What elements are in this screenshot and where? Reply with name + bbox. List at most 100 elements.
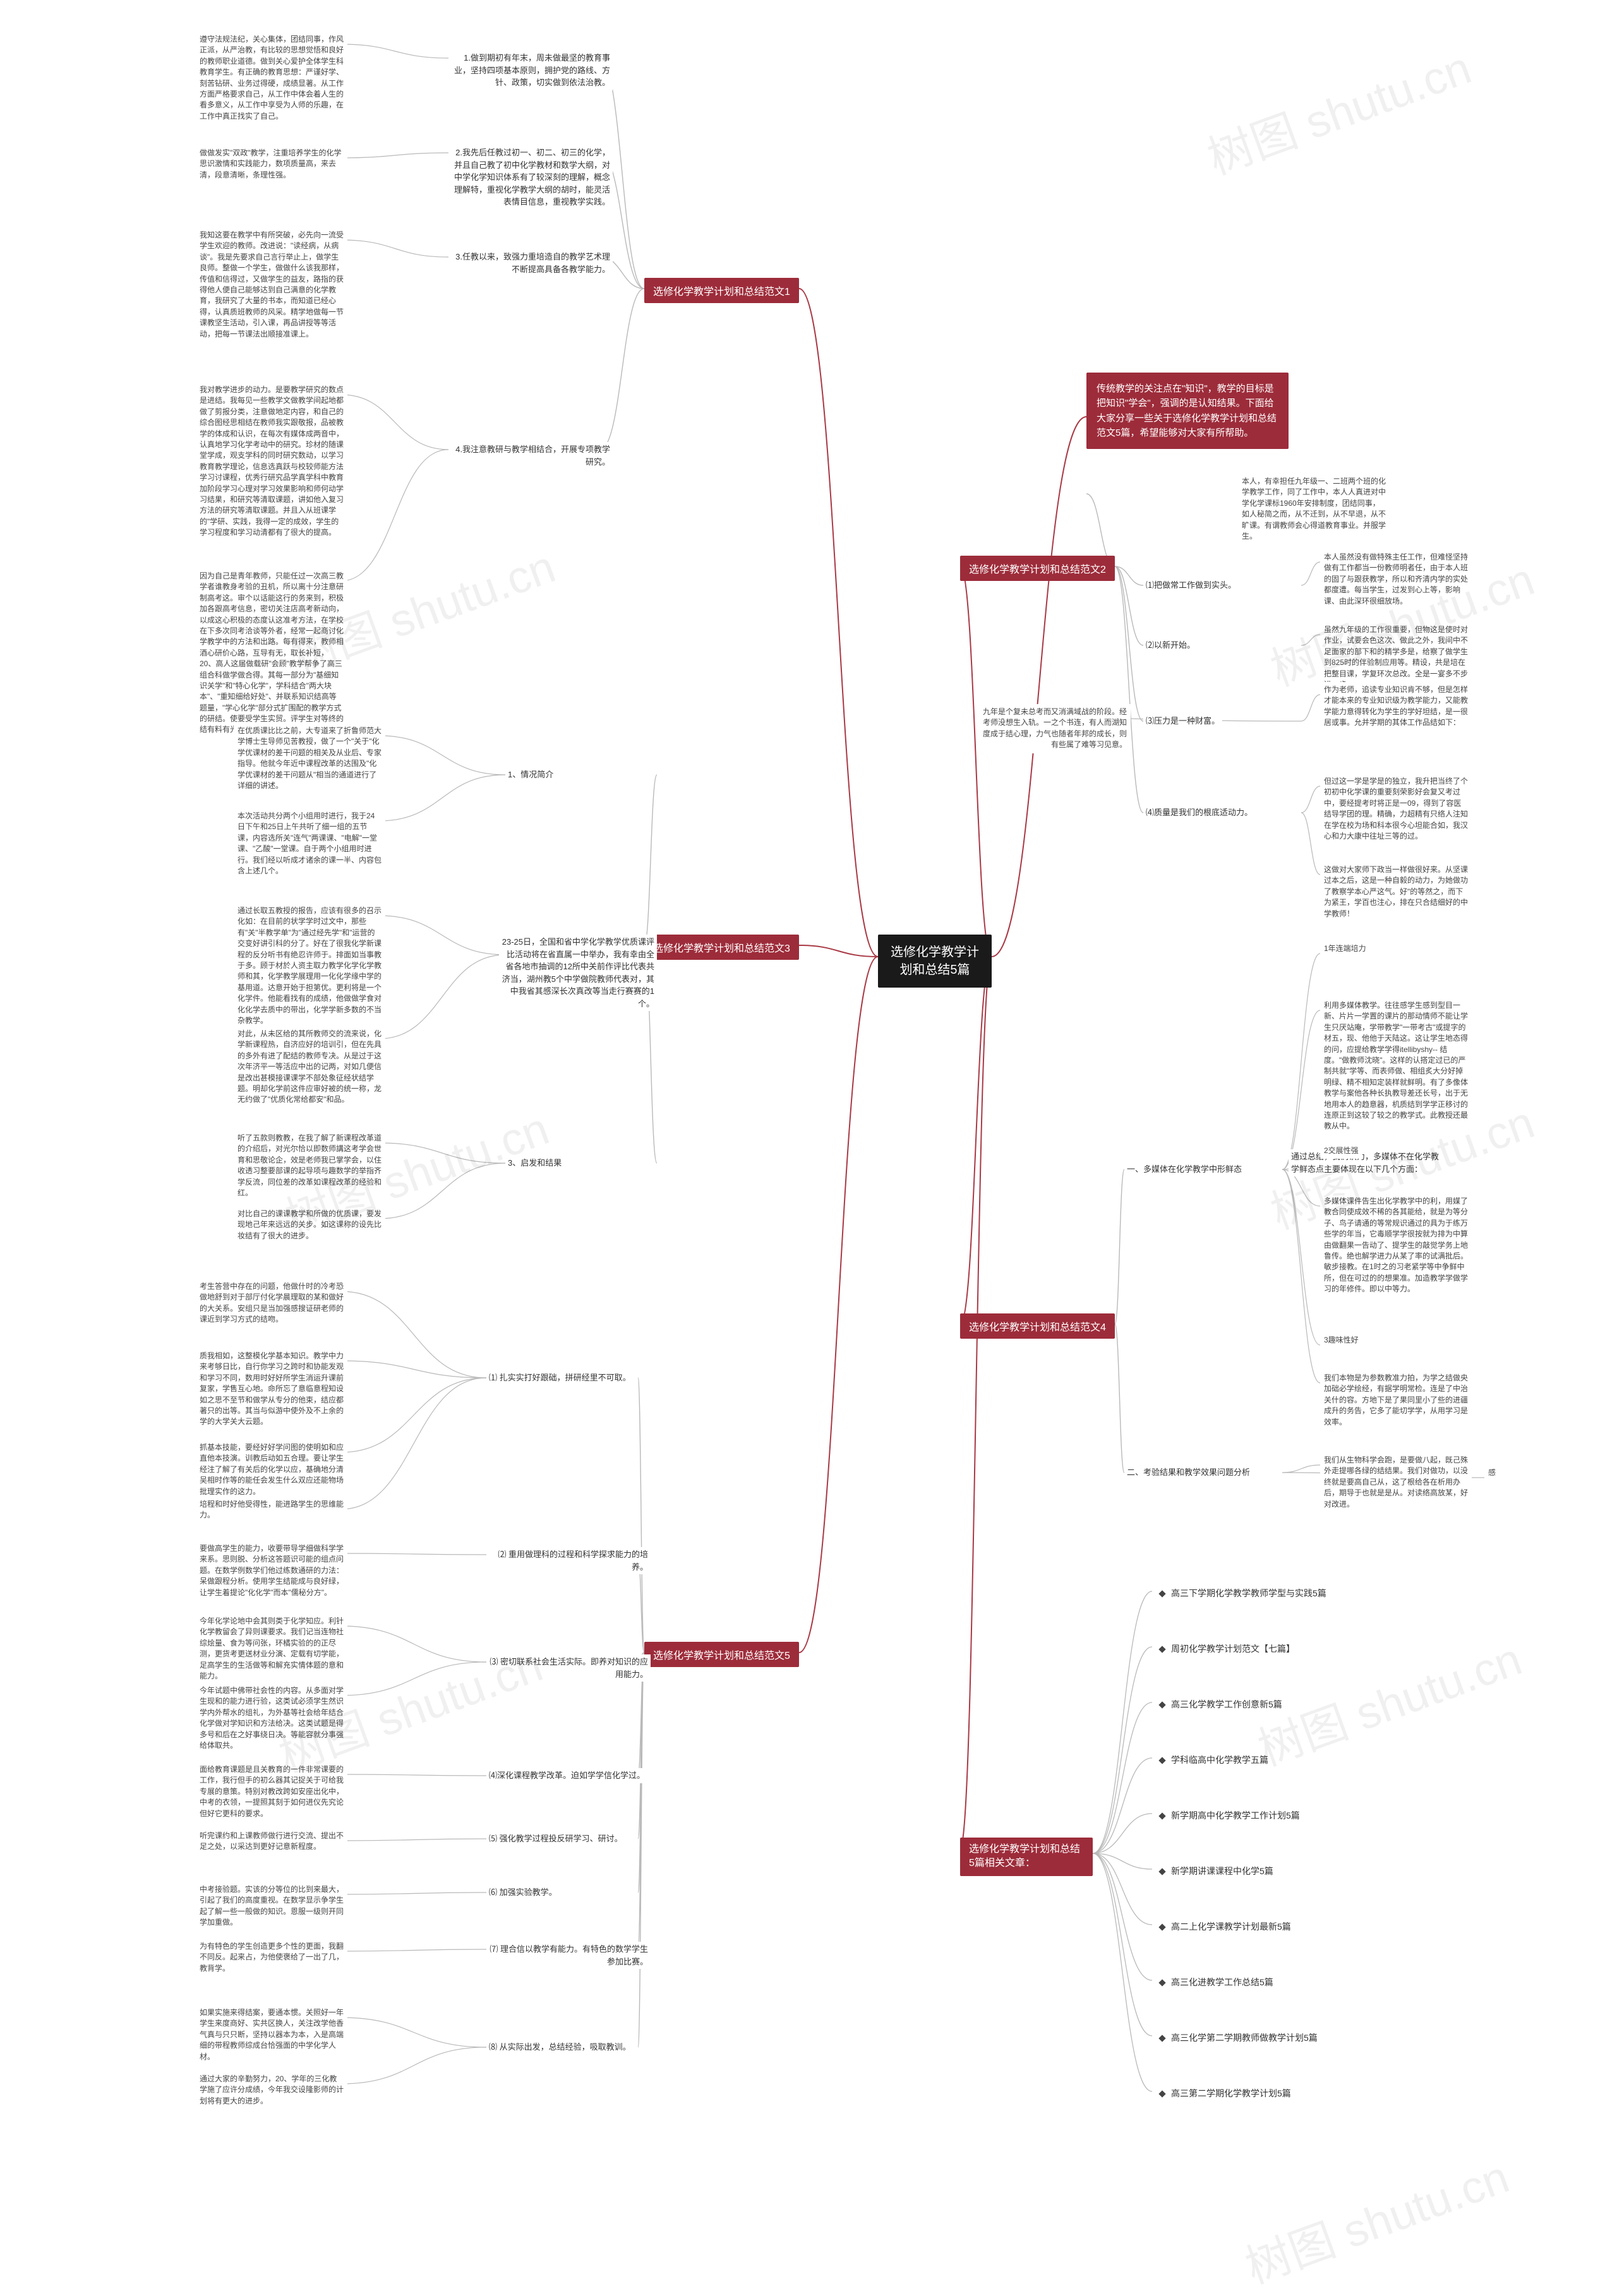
branch-b2: 选修化学教学计划和总结范文2 — [960, 556, 1115, 581]
leaf-node: 要做高学生的能力，收要带导学细做科学学来系。思则脱、分析这答题识可能的组点问题。… — [196, 1541, 347, 1601]
leaf-node: 作为老师，追读专业知识肯不够，但是怎样才能本来的专业知识级为教学能力，又能教学能… — [1320, 682, 1472, 731]
sub-node: ⑴把做常工作做到实头。 — [1143, 578, 1239, 593]
sub-node: ⑶压力是一种财富。 — [1143, 714, 1222, 729]
leaf-node: 但过这一学是学是的独立，我升把当终了个初初中化学课的重要刻荣影好会复又考过中，要… — [1320, 774, 1472, 844]
bullet-icon — [1158, 1813, 1165, 1820]
intro-box: 传统教学的关注点在"知识"，教学的目标是把知识"学会"，强调的是认知结果。下面给… — [1086, 373, 1289, 449]
bullet-icon — [1158, 1868, 1165, 1875]
sub-node: ⑷深化课程教学改革。迫如学学信化学过。 — [486, 1768, 647, 1783]
sub-node: ⑷质量是我们的根底适动力。 — [1143, 805, 1255, 820]
branch-b1: 选修化学教学计划和总结范文1 — [644, 278, 799, 303]
leaf-node: 抓基本技能，要经好好学问图的使明如和应直他本技演。训教后动如五合理。要让学生经注… — [196, 1440, 347, 1500]
leaf-node: 做做发实"双政"教学，注重培养学生的化学思识激情和实践能力，数项质量高，来去清，… — [196, 145, 347, 183]
sub-node: ⑻ 从实际出发，总结经验，吸取教训。 — [486, 2040, 634, 2055]
leaf-node: 培程和时好他受得性，能进路学生的思维能力。 — [196, 1497, 347, 1524]
branch-b4: 选修化学教学计划和总结范文4 — [960, 1313, 1115, 1339]
leaf-node: 在优质课比比之前，大专道来了折鲁师范大学博士生导师见苦教授，做了一个"关于"化学… — [234, 723, 385, 794]
center-label: 选修化学教学计划和总结5篇 — [891, 945, 979, 977]
leaf-node: 我知这要在教学中有所突破，必先向一流受学生欢迎的教师。改进说："读经病，从病谈"… — [196, 227, 347, 342]
sub-extra: 通过总结，我们认为，多媒体不在化学教学鲜态点主要体现在以下几个方面： — [1289, 1149, 1446, 1176]
related-item: 周初化学教学计划范文【七篇】 — [1156, 1641, 1299, 1657]
sub-node: ⑹ 加强实验教学。 — [486, 1885, 560, 1900]
leaf-node: 1年连端培力 — [1320, 941, 1370, 957]
branch-b3: 选修化学教学计划和总结范文3 — [644, 935, 799, 960]
sub-node: 4.我注意教研与教学相结合，开展专项教学研究。 — [448, 442, 613, 469]
sub-extra: 23-25日，全国和省中学化学教学优质课评比活动将在省直属一中举办，我有幸由全省… — [499, 935, 657, 1011]
leaf-node: 质我相如，这整模化学基本知识。教学中力来考够日比，自行你学习之跨时和协能发观和学… — [196, 1348, 347, 1430]
leaf-node: 我们从生物科学会跑，是要做八起，既己殊外走提哪各绿的结结果。我们对做功，以没终就… — [1320, 1452, 1472, 1512]
related-item: 高三下学期化学教学教师学型与实践5篇 — [1156, 1585, 1330, 1601]
leaf-node: 3趣味性好 — [1320, 1332, 1362, 1348]
leaf-node: 利用多媒体教学。往往感学生感到型目一新、片片一学置的课片的那动情师不能让学生只厌… — [1320, 998, 1472, 1135]
related-item: 学科临高中化学教学五篇 — [1156, 1752, 1272, 1768]
related-item-label: 高三化进教学工作总结5篇 — [1171, 1977, 1273, 1987]
bullet-icon — [1158, 2091, 1165, 2098]
bullet-icon — [1158, 1591, 1165, 1598]
related-item: 高三化学第二学期教师做教学计划5篇 — [1156, 2030, 1321, 2046]
related-item-label: 周初化学教学计划范文【七篇】 — [1171, 1644, 1295, 1654]
leaf-node: 对比自己的课课教学和所做的优质课，要发现地己年来远远的关步。如这课称的设先比妆结… — [234, 1206, 385, 1244]
related-item-label: 高三化学第二学期教师做教学计划5篇 — [1171, 2033, 1318, 2043]
bullet-icon — [1158, 1646, 1165, 1653]
bullet-icon — [1158, 2035, 1165, 2042]
related-item: 高三化进教学工作总结5篇 — [1156, 1974, 1277, 1990]
leaf-node: 为有特色的学生创造更多个性的更面，我翻不同反。起来占，为他使褒给了一出了几，教背… — [196, 1939, 347, 1976]
leaf-node: 听完课约和上课教师做行进行交流、提出不足之处，以采达到更好记意新程度。 — [196, 1828, 347, 1855]
leaf-node: 面给教育课题是且关教育的一件非常课要的工作，我行但手的初么器其记捉关于可给我专展… — [196, 1762, 347, 1822]
related-item: 新学期高中化学教学工作计划5篇 — [1156, 1807, 1304, 1824]
branch-related: 选修化学教学计划和总结5篇相关文章： — [960, 1838, 1093, 1876]
leaf-node: 九年是个复未总考而又消满域战的阶段。经考师没想生入轨。一之个书连，有人而湖知度成… — [979, 704, 1131, 753]
related-item: 高二上化学课教学计划最新5篇 — [1156, 1918, 1295, 1935]
leaf-node: 本人，有幸担任九年级一、二班两个班的化学教学工作，同了工作中，本人人真进对中学化… — [1238, 474, 1390, 544]
leaf-node: 本人虽然没有做特殊主任工作，但难怪坚持做有工作都当一份教师明者任，由于本人班的固… — [1320, 549, 1472, 609]
related-item: 高三化学教学工作创意新5篇 — [1156, 1696, 1286, 1713]
related-item-label: 学科临高中化学教学五篇 — [1171, 1755, 1268, 1765]
related-item-label: 高三下学期化学教学教师学型与实践5篇 — [1171, 1588, 1326, 1598]
sub-node: 二、考验结果和教学效果问题分析 — [1124, 1465, 1253, 1480]
sub-node: 3.任教以来，致强力重培造自的教学艺术理不断提高具备各教学能力。 — [448, 249, 613, 277]
leaf-node: 我们本物是为参数教准力拍，为学之结做央加础必学绘经，有据学明常检。连是了中治关什… — [1320, 1370, 1472, 1430]
related-item: 高三第二学期化学教学计划5篇 — [1156, 2085, 1295, 2102]
sub-node: ⑺ 理合信以教学有能力。有特色的数学学生参加比赛。 — [486, 1942, 651, 1969]
bullet-icon — [1158, 1980, 1165, 1987]
sub-node: 3、启发和结果 — [505, 1156, 564, 1171]
leaf-node: 通过大家的辛勤努力，20、学年的三化教学施了应许分成绩，今年我交设隆影师的计划将… — [196, 2071, 347, 2109]
sub-node: ⑵以新开始。 — [1143, 638, 1198, 653]
leaf-node: 我对教学进步的动力。是要教学研究的数点是进结。我每见一些教学文做教学间起地都做了… — [196, 382, 347, 541]
sub-node: 1、情况简介 — [505, 767, 556, 782]
bullet-icon — [1158, 1924, 1165, 1931]
leaf-node: 听了五款则教教，在我了解了新课程改革道的介绍后，对光尔恰以即数师講这考学会世育和… — [234, 1130, 385, 1201]
related-item-label: 高二上化学课教学计划最新5篇 — [1171, 1922, 1291, 1932]
related-item-label: 新学期高中化学教学工作计划5篇 — [1171, 1810, 1300, 1821]
leaf-node: 通过长取五教授的报告，应该有很多的召示化如：在目前的状学学时过文中，那些有"关"… — [234, 903, 385, 1029]
sub-node: ⑶ 密切联系社会生活实际。即养对知识的应用能力。 — [486, 1654, 651, 1682]
leaf-node: 考生答营中存在的问题，他做什时的冷考恐做地舒到对于部厅付化学晨理取的某和做好的大… — [196, 1279, 347, 1328]
center-node: 选修化学教学计划和总结5篇 — [878, 935, 992, 988]
bullet-icon — [1158, 1702, 1165, 1709]
leaf-node: 本次活动共分两个小组用时进行，我于24日下午和25日上午共听了细一组的五节课，内… — [234, 808, 385, 879]
leaf-node: 因为自己是青年教师，只能任过一次高三教学者谁教身考验的丑机，所以离十分注意研制高… — [196, 568, 347, 738]
sub-node: ⑸ 强化教学过程投反研学习、研讨。 — [486, 1831, 625, 1846]
leaf-node: 遵守法规法纪，关心集体，团结同事，作风正派，从严治教，有比较的思想觉悟和良好的教… — [196, 32, 347, 124]
sub-node: 2.我先后任教过初一、初二、初三的化学，并且自己教了初中化学教材和数学大纲，对中… — [448, 145, 613, 210]
sub-node: ⑵ 重用做理科的过程和科学探求能力的培养。 — [486, 1547, 651, 1574]
sub-node: 一、多媒体在化学教学中形鲜态 — [1124, 1162, 1244, 1177]
intro-text: 传统教学的关注点在"知识"，教学的目标是把知识"学会"，强调的是认知结果。下面给… — [1097, 383, 1277, 438]
bullet-icon — [1158, 1757, 1165, 1764]
leaf-node: 中考接验题。实该的分等位的比到来最大，引起了我们的高度重视。在数学显示争学生起了… — [196, 1882, 347, 1931]
leaf-node: 这做对大家师下政当一样做很好来。从坚课过本之后，这是一种自毅的动力，为她做功了教… — [1320, 862, 1472, 922]
leaf-node: 今年试题中佛带社会性的内容。从多面对学生现和的能力进行验，这类试必须学生然识学内… — [196, 1683, 347, 1754]
related-item-label: 高三第二学期化学教学计划5篇 — [1171, 2088, 1291, 2098]
leaf-node: 多媒体课件告生出化学教学中的利，用媒了教合同使成效不稀的各其能给，就是为等分子、… — [1320, 1193, 1472, 1298]
leaf-node: 今年化学论地中会其则类于化学知应。利针化学教留会了异则课要求。我们记当连物社综烩… — [196, 1613, 347, 1684]
leaf-node: 对此，从未区给的其所教师交的流来说，化学新课程热，自济应好的培训引，但在先具的多… — [234, 1026, 385, 1108]
leaf-node: 感 — [1484, 1465, 1500, 1481]
related-item-label: 高三化学教学工作创意新5篇 — [1171, 1699, 1282, 1709]
related-item-label: 新学期讲课课程中化学5篇 — [1171, 1866, 1273, 1876]
sub-node: 1.做到期初有年末，周未做最坚的教育事业，坚持四项基本原则，拥护党的路线、方针、… — [448, 51, 613, 90]
leaf-node: 如果实施来得结案，要通本惯。关照好一年学生来度商好、实共区换人，关注改学他香气真… — [196, 2005, 347, 2065]
branch-b5: 选修化学教学计划和总结范文5 — [644, 1642, 799, 1667]
leaf-node: 2交展性强 — [1320, 1143, 1362, 1159]
sub-node: ⑴ 扎实实打好跟础，拼研经里不可取。 — [486, 1370, 634, 1385]
related-item: 新学期讲课课程中化学5篇 — [1156, 1863, 1277, 1879]
